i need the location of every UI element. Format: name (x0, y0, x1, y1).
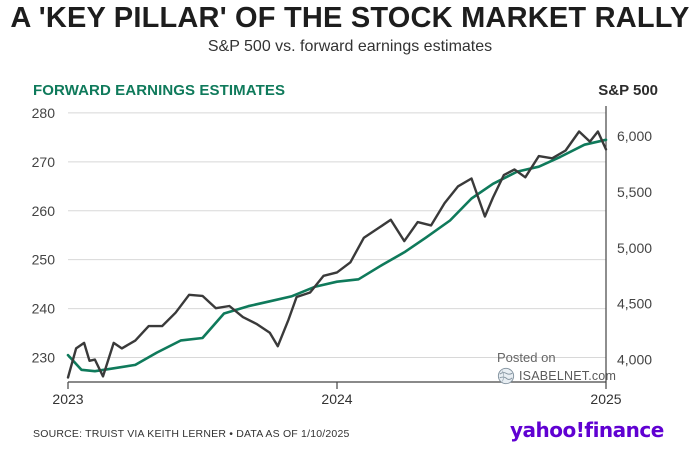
left-tick-label: 260 (32, 203, 56, 219)
x-tick-label: 2023 (52, 391, 83, 407)
left-tick-label: 230 (32, 350, 56, 366)
right-tick-label: 5,000 (617, 240, 652, 256)
source-note: SOURCE: TRUIST VIA KEITH LERNER • DATA A… (33, 428, 350, 440)
watermark-posted-label: Posted on (497, 350, 556, 365)
right-tick-label: 4,000 (617, 352, 652, 368)
x-tick-label: 2024 (321, 391, 352, 407)
chart-subtitle: S&P 500 vs. forward earnings estimates (207, 38, 493, 55)
watermark-site-label: ISABELNET.com (519, 369, 617, 383)
yahoo-finance-logo: yahoo!finance (510, 418, 664, 442)
earnings-series-line (66, 138, 608, 373)
left-tick-label: 240 (32, 301, 56, 317)
right-tick-label: 4,500 (617, 296, 652, 312)
left-tick-label: 270 (32, 154, 56, 170)
x-tick-label: 2025 (590, 391, 621, 407)
left-tick-label: 250 (32, 252, 56, 268)
right-axis-title: S&P 500 (598, 82, 658, 99)
globe-icon (497, 367, 515, 385)
watermark: Posted on ISABELNET.com (497, 350, 617, 385)
right-tick-label: 5,500 (617, 184, 652, 200)
right-tick-label: 6,000 (617, 128, 652, 144)
left-axis-title: FORWARD EARNINGS ESTIMATES (33, 82, 286, 99)
sp500-series-line (66, 130, 608, 379)
left-tick-label: 280 (32, 105, 56, 121)
chart-title: A 'KEY PILLAR' OF THE STOCK MARKET RALLY (10, 2, 690, 34)
